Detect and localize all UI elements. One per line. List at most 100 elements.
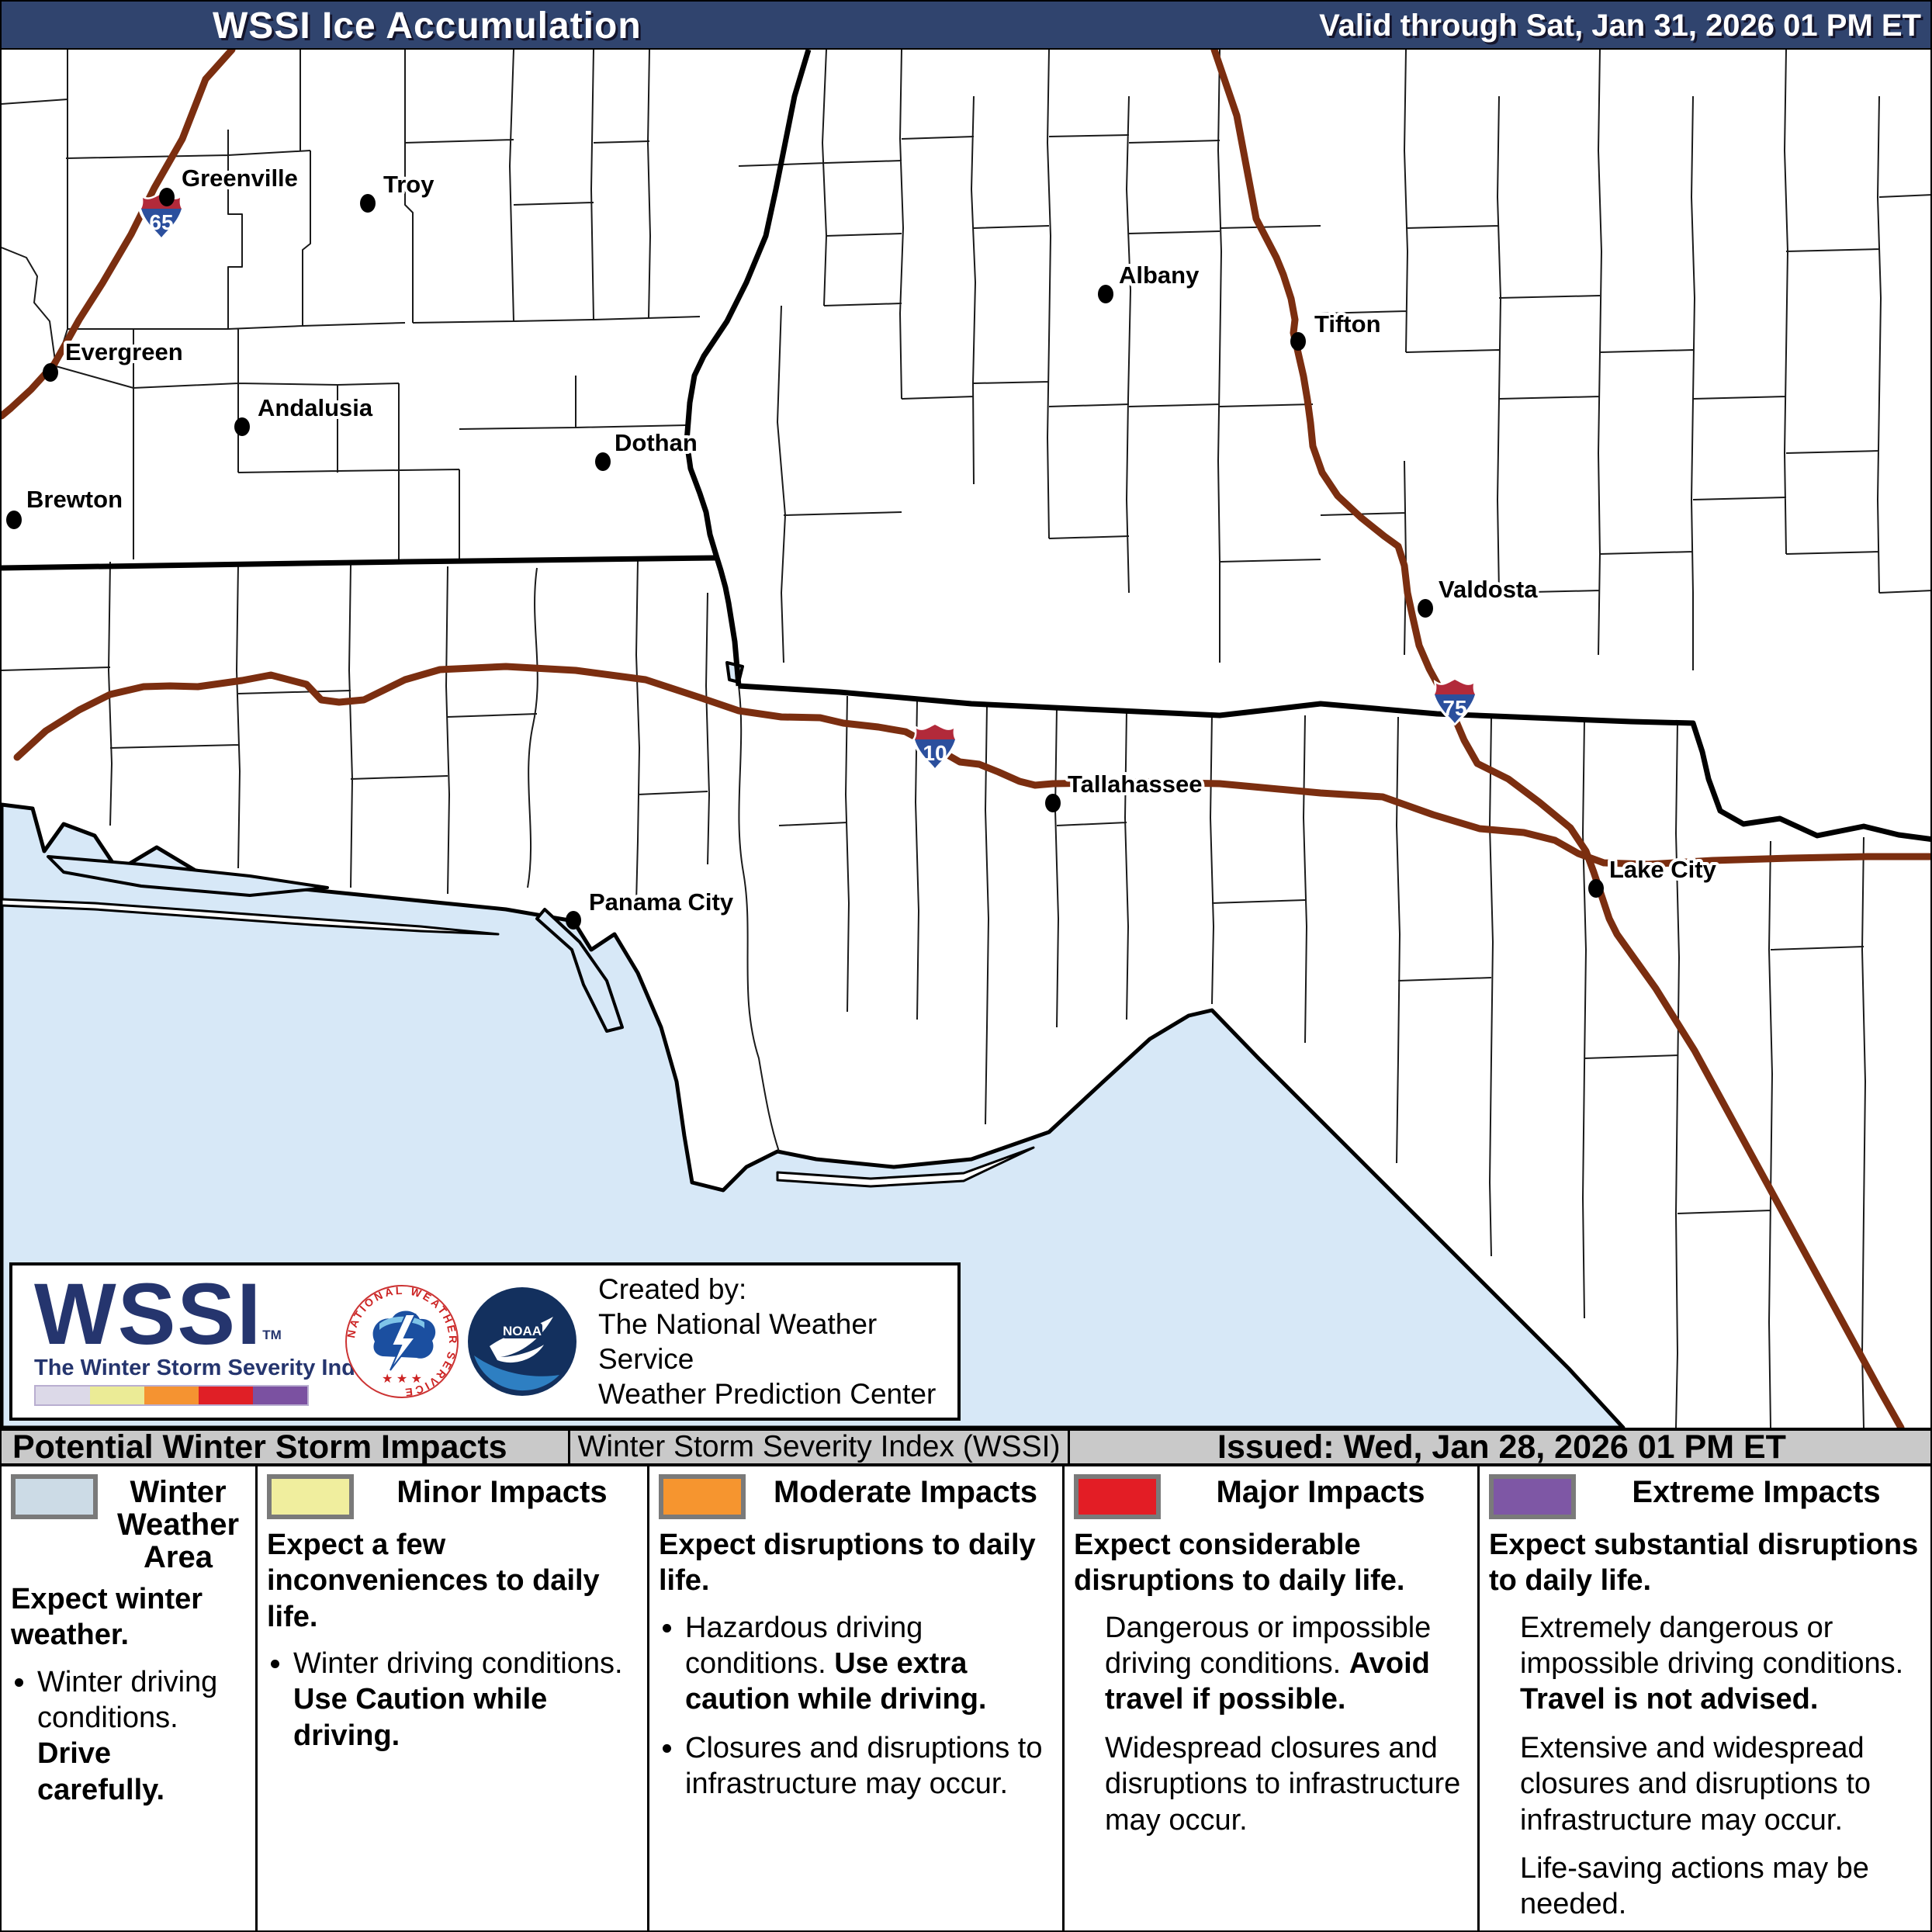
svg-text:NOAA: NOAA <box>503 1324 542 1338</box>
legend-item: Closures and disruptions to infrastructu… <box>685 1730 1053 1802</box>
city-dot-dothan <box>595 452 611 471</box>
city-label-greenville: Greenville <box>182 164 298 192</box>
wssi-color-scale <box>34 1385 309 1407</box>
county-lines-georgia <box>738 50 1930 670</box>
city-dot-lake-city <box>1588 879 1604 898</box>
legend-swatch <box>267 1474 354 1519</box>
legend-title: Minor Impacts <box>396 1475 608 1509</box>
legend-swatch <box>1074 1474 1161 1519</box>
choctawhatchee-bay <box>47 855 329 897</box>
wssi-scale-step-0 <box>36 1387 90 1405</box>
city-dot-panama-city <box>566 911 581 930</box>
city-dot-valdosta <box>1418 599 1433 618</box>
legend-swatch <box>11 1474 98 1519</box>
city-dot-albany <box>1098 285 1113 303</box>
wssi-wordmark: WSSI <box>34 1265 263 1362</box>
impact-bar-issued: Issued: Wed, Jan 28, 2026 01 PM ET <box>1217 1428 1786 1466</box>
legend-column-minor-impacts: Minor Impacts Expect a few inconveniences… <box>258 1466 649 1930</box>
legend-column-major-impacts: Major Impacts Expect considerable disrupt… <box>1065 1466 1480 1930</box>
interstate-75-road <box>1210 50 1905 1428</box>
wssi-scale-step-1 <box>90 1387 144 1405</box>
city-label-panama-city: Panama City <box>589 888 734 916</box>
legend-intro: Expect disruptions to daily life. <box>659 1529 1036 1598</box>
impact-bar-left: Potential Winter Storm Impacts <box>2 1428 570 1466</box>
legend-item: Winter driving conditions. Use Caution w… <box>293 1646 638 1754</box>
city-label-tifton: Tifton <box>1314 310 1381 338</box>
city-dot-greenville <box>159 188 175 206</box>
svg-text:75: 75 <box>1442 696 1466 720</box>
impact-bar-center: Winter Storm Severity Index (WSSI) <box>570 1430 1070 1463</box>
city-label-tallahassee: Tallahassee <box>1068 770 1202 798</box>
interstate-10-road <box>13 663 1930 868</box>
city-dot-brewton <box>6 511 22 529</box>
legend-item: Hazardous driving conditions. Use extra … <box>685 1610 1053 1718</box>
map-svg: 65 10 75 Greenville Troy Evergreen Andalusia B… <box>2 50 1930 1428</box>
legend-intro: Expect winter weather. <box>11 1583 203 1652</box>
city-label-evergreen: Evergreen <box>65 338 183 365</box>
legend-item: Dangerous or impossible driving conditio… <box>1105 1611 1432 1716</box>
legend-item: Extensive and widespread closures and di… <box>1520 1731 1871 1837</box>
legend-title: Extreme Impacts <box>1632 1475 1881 1509</box>
city-dot-andalusia <box>234 417 250 436</box>
city-dot-evergreen <box>43 363 58 382</box>
legend-item: Extremely dangerous or impossible drivin… <box>1520 1611 1904 1716</box>
interstate-65-road <box>2 50 236 420</box>
city-label-albany: Albany <box>1119 261 1200 289</box>
impact-title-bar: Potential Winter Storm Impacts Winter St… <box>2 1428 1930 1466</box>
wssi-logo: WSSITM The Winter Storm Severity Index <box>34 1270 381 1407</box>
legend-item: Life-saving actions may be needed. <box>1520 1851 1869 1921</box>
created-by-line: The National Weather Service <box>598 1307 878 1375</box>
city-label-dothan: Dothan <box>615 429 698 456</box>
legend-column-moderate-impacts: Moderate Impacts Expect disruptions to da… <box>649 1466 1065 1930</box>
state-border-al-ga <box>684 50 812 687</box>
city-label-andalusia: Andalusia <box>258 394 373 421</box>
legend-swatch <box>659 1474 746 1519</box>
st-andrew-bay <box>535 908 624 1033</box>
legend-intro: Expect considerable disruptions to daily… <box>1074 1529 1405 1598</box>
wssi-scale-step-2 <box>144 1387 199 1405</box>
city-label-troy: Troy <box>383 171 435 198</box>
city-dot-troy <box>360 194 376 213</box>
county-lines-florida <box>2 559 1866 1428</box>
wssi-tagline: The Winter Storm Severity Index <box>34 1356 381 1381</box>
legend-column-winter-weather-area: Winter Weather Area Expect winter weather… <box>2 1466 258 1930</box>
legend-title: Major Impacts <box>1216 1475 1425 1509</box>
county-lines-alabama <box>2 50 701 559</box>
impacts-legend: Winter Weather Area Expect winter weather… <box>2 1466 1930 1930</box>
city-label-brewton: Brewton <box>26 486 123 513</box>
nws-seal-icon: NATIONAL WEATHER SERVICE ★ ★ ★ <box>345 1284 459 1399</box>
title-bar: WSSI Ice Accumulation Valid through Sat,… <box>2 2 1930 50</box>
created-by-line: Weather Prediction Center <box>598 1378 937 1411</box>
state-border-ga-fl <box>738 683 1930 842</box>
wssi-scale-step-3 <box>199 1387 253 1405</box>
city-dot-tifton <box>1290 332 1306 351</box>
interstate-75-shield-icon: 75 <box>1432 677 1478 726</box>
svg-text:65: 65 <box>149 210 173 234</box>
apalachicola-barrier-island <box>776 1146 1035 1188</box>
interstate-65-shield-icon: 65 <box>138 192 185 241</box>
noaa-seal-icon: NOAA <box>468 1287 576 1396</box>
legend-item: Winter driving conditions. Drive careful… <box>37 1664 246 1808</box>
valid-through-text: Valid through Sat, Jan 31, 2026 01 PM ET <box>1319 9 1921 43</box>
santa-rosa-barrier-island <box>2 898 500 936</box>
legend-intro: Expect a few inconveniences to daily lif… <box>267 1529 600 1633</box>
city-dot-tallahassee <box>1045 794 1061 812</box>
logo-box: WSSITM The Winter Storm Severity Index N… <box>9 1262 961 1421</box>
wssi-scale-step-4 <box>253 1387 307 1405</box>
legend-intro: Expect substantial disruptions to daily … <box>1489 1529 1919 1598</box>
svg-text:★ ★ ★: ★ ★ ★ <box>382 1373 422 1386</box>
legend-column-extreme-impacts: Extreme Impacts Expect substantial disrup… <box>1480 1466 1930 1930</box>
legend-title: Moderate Impacts <box>773 1475 1038 1509</box>
city-label-valdosta: Valdosta <box>1439 576 1538 603</box>
interstate-10-shield-icon: 10 <box>912 722 958 771</box>
created-by-text: Created by: The National Weather Service W… <box>598 1272 957 1412</box>
legend-swatch <box>1489 1474 1576 1519</box>
state-border-al-fl <box>2 555 716 571</box>
legend-title: Winter Weather Area <box>116 1475 240 1574</box>
legend-item: Widespread closures and disruptions to i… <box>1105 1731 1461 1837</box>
trademark-symbol: TM <box>262 1327 282 1342</box>
city-label-lake-city: Lake City <box>1609 856 1717 883</box>
map-title: WSSI Ice Accumulation <box>213 5 642 47</box>
map-canvas: 65 10 75 Greenville Troy Evergreen Andalusia B… <box>2 50 1930 1428</box>
